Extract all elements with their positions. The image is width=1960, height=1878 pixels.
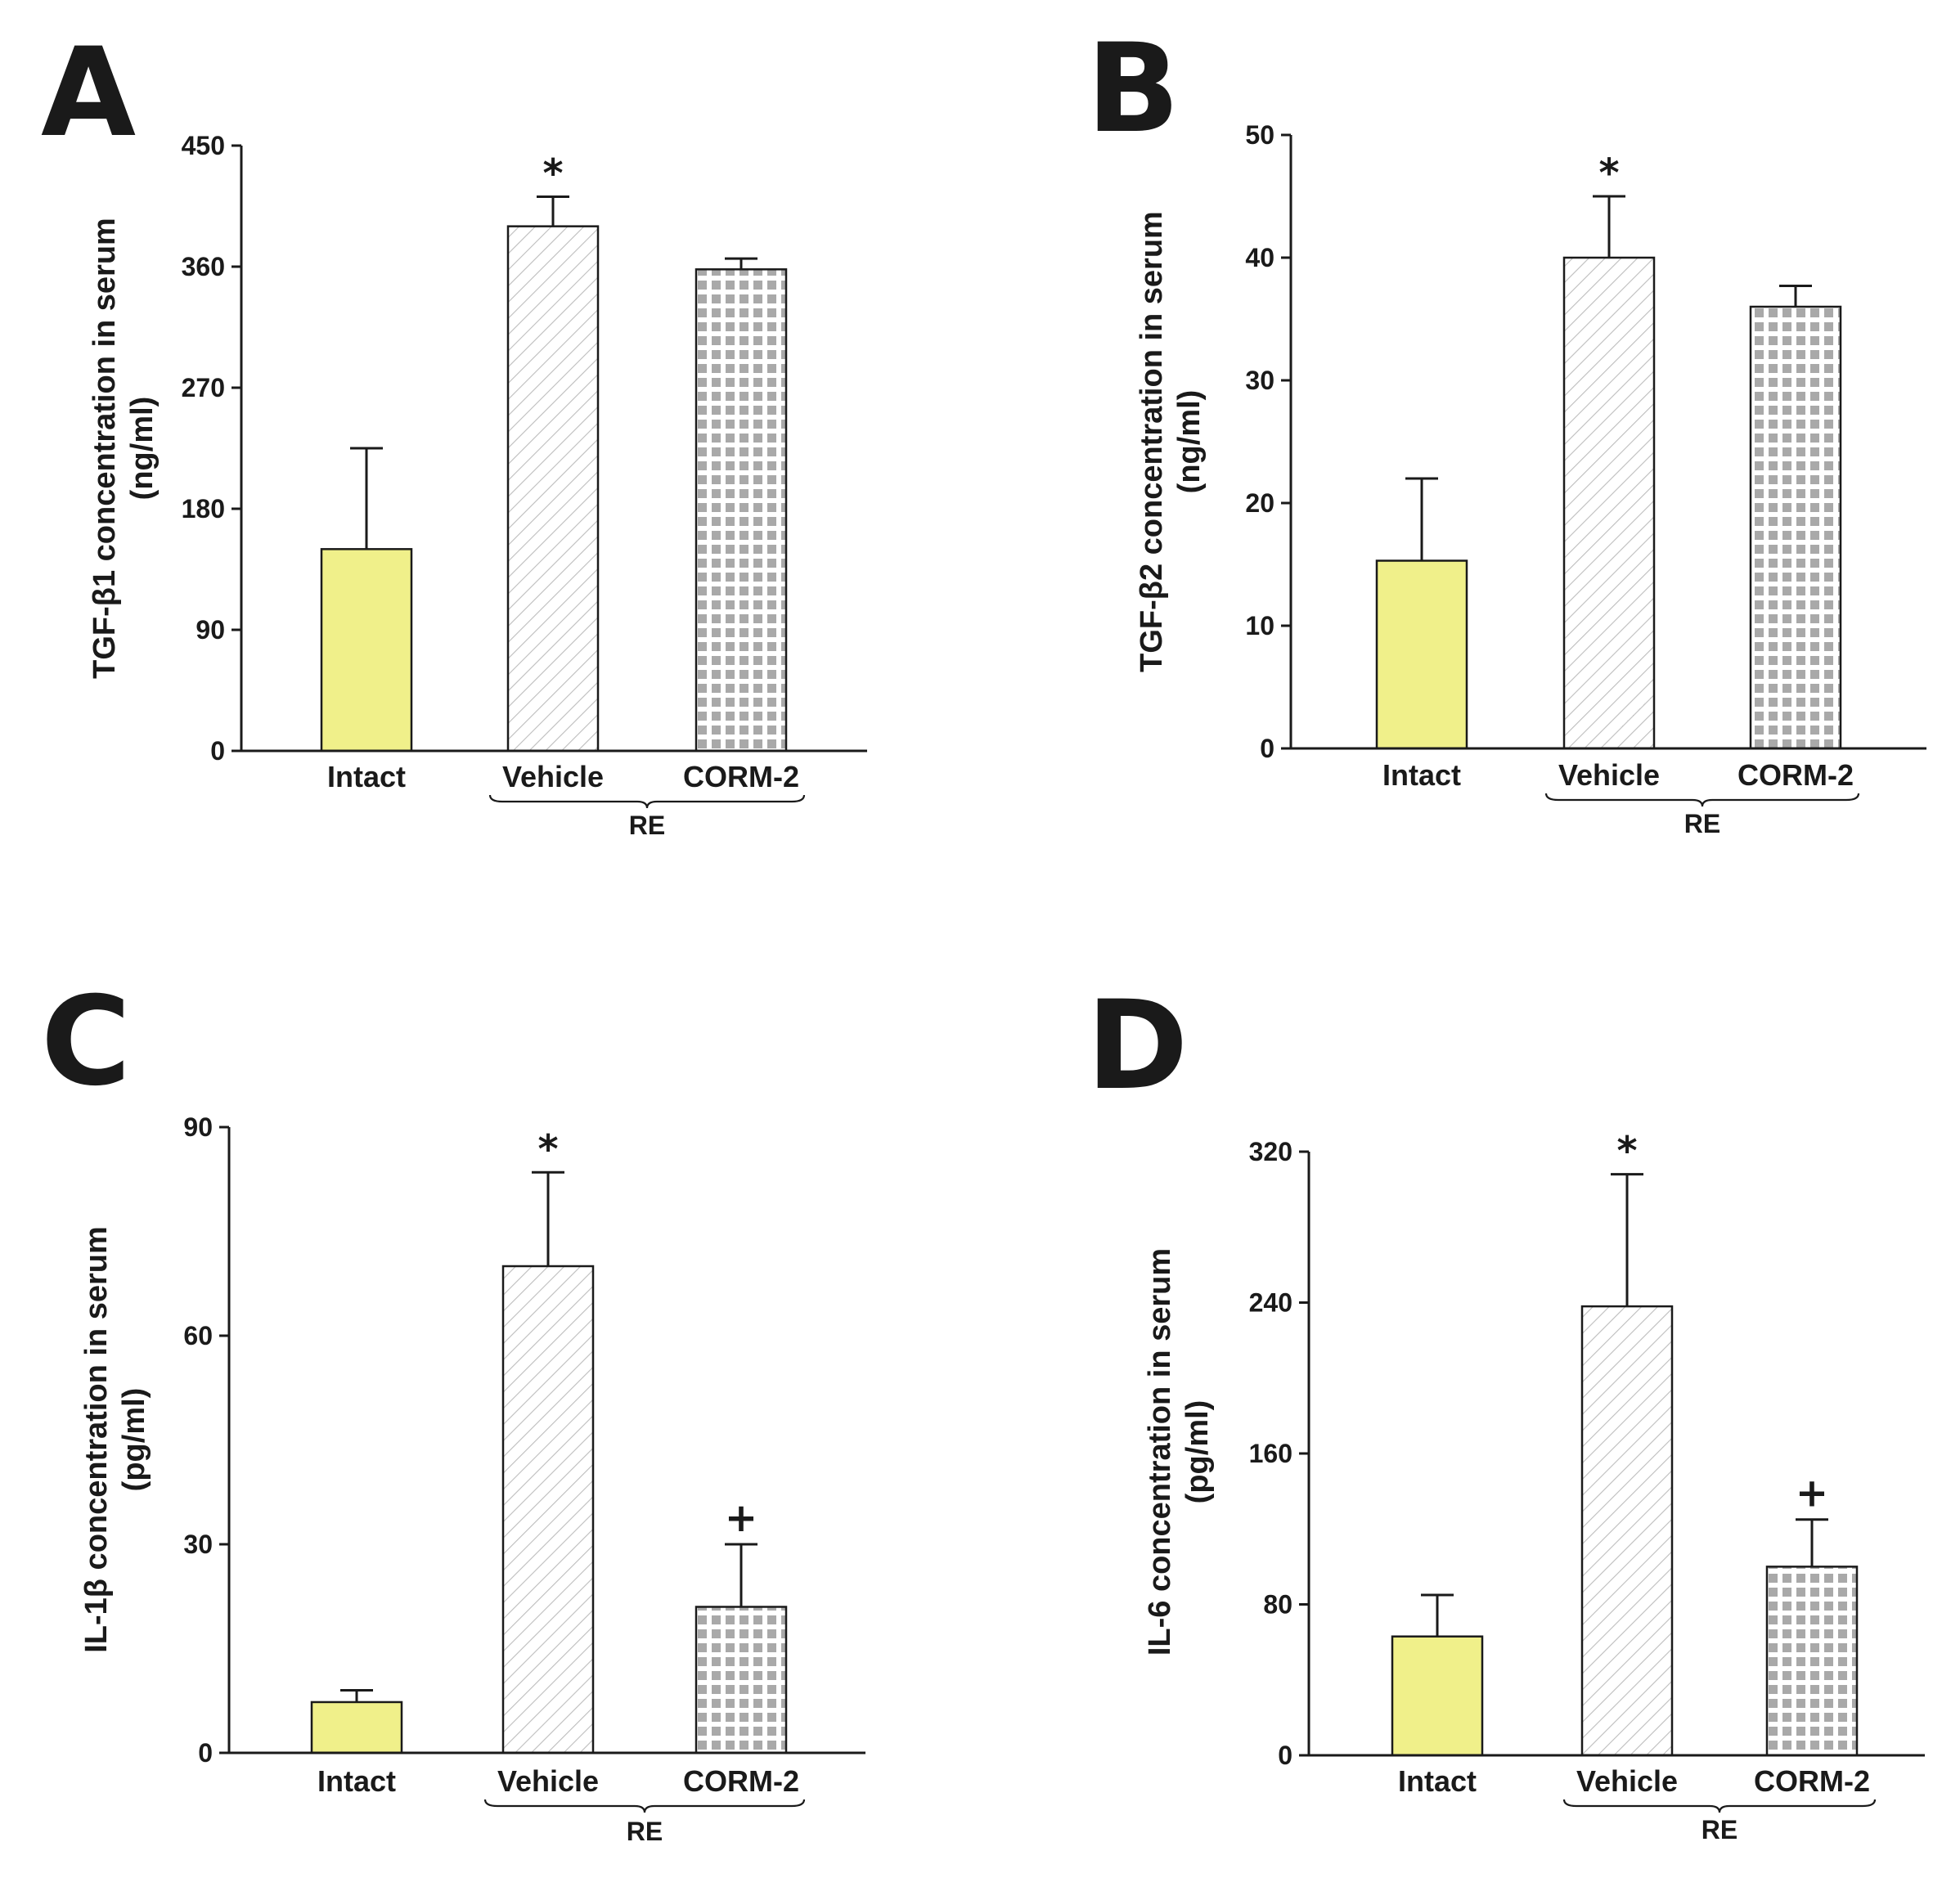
y-tick-label: 20 (1245, 488, 1274, 518)
y-tick-label: 180 (182, 494, 225, 523)
x-tick-label: Intact (1382, 758, 1461, 792)
x-tick-label: Intact (317, 1764, 396, 1798)
bar-vehicle (506, 225, 600, 753)
group-brace (1544, 793, 1860, 807)
panel-c: C Intact * Vehicle + CORM-2 0 30 60 90 RE IL-1β con… (41, 971, 865, 1846)
y-tick-label: 240 (1249, 1288, 1292, 1318)
x-tick-label: Intact (327, 760, 406, 793)
y-tick-label: 30 (1245, 366, 1274, 395)
group-label: RE (627, 1817, 663, 1846)
panel-letter: C (41, 971, 131, 1113)
bar-corm-2 (1765, 1566, 1859, 1757)
y-axis-unit: (ng/ml) (1172, 390, 1207, 494)
significance-mark: * (537, 1126, 558, 1172)
x-tick-label: Intact (1398, 1764, 1477, 1798)
y-tick-label: 30 (183, 1530, 213, 1559)
bar-intact (320, 548, 413, 753)
y-tick-label: 0 (198, 1738, 213, 1768)
y-tick-label: 0 (1260, 734, 1274, 763)
y-tick-label: 10 (1245, 611, 1274, 640)
significance-mark: * (1616, 1129, 1637, 1175)
y-tick-label: 0 (210, 736, 225, 766)
x-tick-label: Vehicle (497, 1764, 599, 1798)
y-tick-label: 270 (182, 373, 225, 402)
y-axis-title: TGF-β1 concentration in serum (88, 218, 122, 679)
group-label: RE (1684, 809, 1720, 838)
y-axis-title: IL-6 concentration in serum (1143, 1248, 1177, 1656)
significance-mark: * (1598, 151, 1619, 196)
panel-letter: B (1086, 18, 1180, 160)
panel-d: D Intact * Vehicle + CORM-2 0 80 160 240 320 RE IL-6… (1086, 975, 1925, 1844)
significance-mark: + (725, 1495, 757, 1541)
group-label: RE (1702, 1815, 1737, 1844)
y-axis-title: IL-1β concentration in serum (79, 1226, 114, 1653)
group-brace (483, 1799, 806, 1813)
panel-letter: A (41, 22, 136, 164)
x-tick-label: Vehicle (1576, 1764, 1678, 1798)
bar-corm-2 (1749, 305, 1842, 750)
y-tick-label: 60 (183, 1321, 213, 1350)
y-tick-label: 90 (196, 615, 225, 645)
y-tick-label: 360 (182, 252, 225, 281)
y-axis-label: IL-1β concentration in serum (pg/ml) (79, 1226, 151, 1653)
significance-mark: + (1796, 1471, 1828, 1516)
y-axis-title: TGF-β2 concentration in serum (1135, 211, 1169, 672)
y-axis-label: IL-6 concentration in serum (pg/ml) (1143, 1248, 1215, 1656)
y-axis-label: TGF-β2 concentration in serum (ng/ml) (1135, 211, 1207, 672)
y-axis-unit: (ng/ml) (125, 397, 160, 501)
significance-mark: * (542, 151, 563, 196)
bar-vehicle (501, 1265, 595, 1754)
bar-vehicle (1562, 256, 1656, 750)
panel-letter: D (1086, 975, 1189, 1117)
y-axis-unit: (pg/ml) (117, 1388, 151, 1492)
bar-intact (310, 1701, 403, 1754)
group-label: RE (629, 811, 665, 840)
x-tick-label: CORM-2 (1737, 758, 1854, 792)
x-tick-label: Vehicle (1558, 758, 1660, 792)
bar-vehicle (1580, 1305, 1674, 1757)
y-tick-label: 40 (1245, 243, 1274, 272)
y-tick-label: 90 (183, 1112, 213, 1142)
group-brace (488, 794, 806, 809)
y-tick-label: 80 (1263, 1590, 1292, 1620)
y-tick-label: 450 (182, 131, 225, 160)
y-tick-label: 0 (1278, 1741, 1292, 1770)
x-tick-label: CORM-2 (683, 760, 799, 793)
x-tick-label: Vehicle (502, 760, 604, 793)
y-tick-label: 320 (1249, 1137, 1292, 1166)
bar-corm-2 (695, 268, 788, 753)
x-tick-label: CORM-2 (683, 1764, 799, 1798)
bar-corm-2 (695, 1606, 788, 1754)
y-tick-label: 50 (1245, 120, 1274, 150)
y-axis-label: TGF-β1 concentration in serum (ng/ml) (88, 218, 160, 679)
y-tick-label: 160 (1249, 1439, 1292, 1468)
bar-intact (1391, 1635, 1484, 1757)
panel-b: B Intact * Vehicle CORM-2 0 10 20 30 40 50 RE TGF-β2… (1086, 18, 1926, 838)
group-brace (1562, 1799, 1877, 1813)
panel-a: A Intact * Vehicle CORM-2 0 90 180 270 360 450 RE TG… (41, 22, 867, 840)
bar-intact (1375, 559, 1468, 750)
y-axis-unit: (pg/ml) (1180, 1400, 1215, 1504)
x-tick-label: CORM-2 (1754, 1764, 1870, 1798)
